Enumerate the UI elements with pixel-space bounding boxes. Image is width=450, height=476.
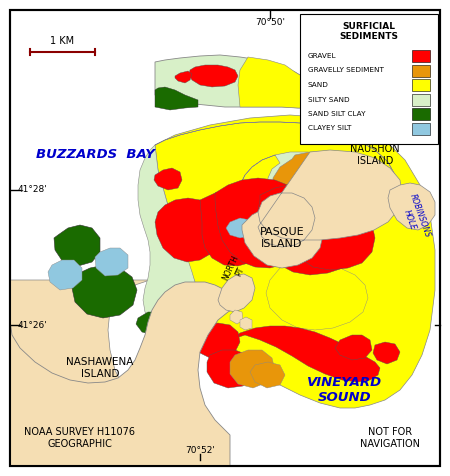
Bar — [412, 50, 430, 62]
Polygon shape — [72, 265, 137, 318]
Bar — [412, 65, 430, 77]
Polygon shape — [258, 150, 402, 247]
Text: SURFICIAL
SEDIMENTS: SURFICIAL SEDIMENTS — [339, 22, 399, 41]
Polygon shape — [10, 280, 175, 466]
Polygon shape — [257, 184, 363, 275]
Polygon shape — [238, 57, 318, 108]
Polygon shape — [226, 218, 254, 238]
Polygon shape — [155, 198, 222, 262]
Polygon shape — [292, 205, 375, 270]
Text: NOAA SURVEY H11076
GEOGRAPHIC: NOAA SURVEY H11076 GEOGRAPHIC — [24, 427, 135, 449]
Polygon shape — [373, 342, 400, 364]
Text: GRAVELLY SEDIMENT: GRAVELLY SEDIMENT — [308, 68, 384, 73]
Text: 41°28': 41°28' — [18, 186, 48, 195]
Text: 70°52': 70°52' — [185, 446, 215, 455]
Bar — [412, 79, 430, 91]
Text: BUZZARDS  BAY: BUZZARDS BAY — [36, 149, 154, 161]
Polygon shape — [192, 323, 240, 358]
Polygon shape — [266, 265, 368, 330]
Bar — [412, 122, 430, 135]
Polygon shape — [257, 215, 280, 235]
Bar — [412, 108, 430, 120]
Polygon shape — [242, 205, 323, 268]
Polygon shape — [136, 312, 165, 335]
Text: PASQUE
ISLAND: PASQUE ISLAND — [260, 227, 304, 249]
Polygon shape — [326, 30, 382, 88]
Polygon shape — [48, 260, 82, 290]
Text: NASHAWENA
ISLAND: NASHAWENA ISLAND — [66, 357, 134, 379]
Polygon shape — [200, 190, 275, 266]
Polygon shape — [335, 335, 372, 360]
Polygon shape — [388, 183, 435, 230]
Polygon shape — [155, 55, 318, 108]
Polygon shape — [260, 150, 390, 242]
Polygon shape — [95, 248, 128, 276]
Polygon shape — [10, 280, 235, 466]
Polygon shape — [54, 225, 100, 266]
Text: CLAYEY SILT: CLAYEY SILT — [308, 126, 351, 131]
Polygon shape — [154, 168, 182, 190]
Text: NORTH
PT: NORTH PT — [220, 254, 249, 286]
Polygon shape — [240, 317, 252, 330]
Text: GRAVEL: GRAVEL — [308, 53, 337, 59]
Polygon shape — [218, 274, 255, 312]
Text: ROBINSONS
HOLE: ROBINSONS HOLE — [398, 193, 432, 243]
Polygon shape — [175, 71, 192, 83]
Text: VINEYARD
SOUND: VINEYARD SOUND — [307, 376, 382, 404]
Polygon shape — [155, 122, 398, 240]
Polygon shape — [138, 145, 195, 328]
Text: NAUSHON
ISLAND: NAUSHON ISLAND — [350, 144, 400, 166]
Polygon shape — [250, 362, 285, 388]
Polygon shape — [230, 326, 380, 382]
Polygon shape — [230, 310, 243, 324]
Polygon shape — [265, 210, 285, 224]
Text: NOT FOR
NAVIGATION: NOT FOR NAVIGATION — [360, 427, 420, 449]
Bar — [300, 14, 438, 144]
Polygon shape — [155, 115, 435, 408]
Polygon shape — [189, 65, 238, 87]
Polygon shape — [230, 350, 275, 388]
Polygon shape — [273, 152, 353, 220]
Text: 41°26': 41°26' — [18, 320, 48, 329]
Text: SAND: SAND — [308, 82, 329, 88]
Polygon shape — [215, 178, 312, 268]
Polygon shape — [330, 30, 385, 70]
Bar — [412, 93, 430, 106]
Text: SILTY SAND: SILTY SAND — [308, 97, 350, 102]
Polygon shape — [155, 87, 198, 110]
Text: 70°50': 70°50' — [255, 18, 285, 27]
Text: 1 KM: 1 KM — [50, 36, 75, 46]
Polygon shape — [10, 10, 440, 466]
Text: SAND SILT CLAY: SAND SILT CLAY — [308, 111, 365, 117]
Polygon shape — [207, 350, 255, 388]
